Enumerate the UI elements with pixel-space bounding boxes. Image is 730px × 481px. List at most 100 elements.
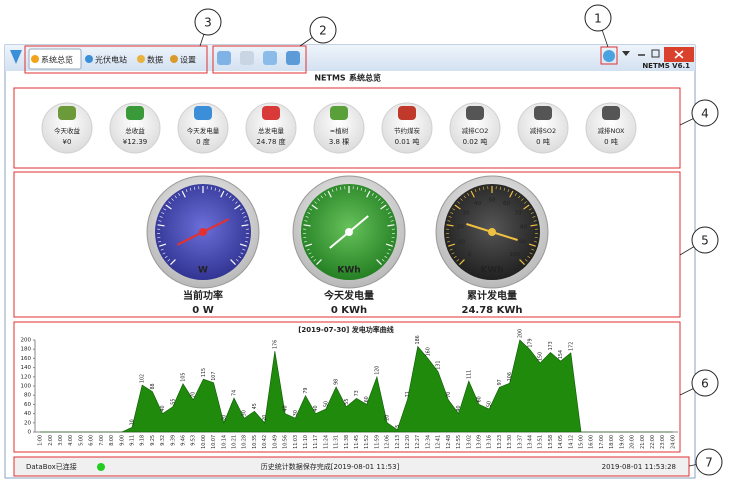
menu-button[interactable] — [622, 51, 630, 56]
stat-circle — [109, 102, 161, 154]
gauge-dial-label: 20 — [457, 224, 464, 230]
stat-circle — [313, 102, 365, 154]
value-label: 60 — [364, 396, 370, 402]
stat-icon — [330, 106, 348, 120]
gauge-tick — [356, 186, 358, 190]
gauge-tick — [303, 224, 311, 227]
gauge-tick — [170, 259, 176, 265]
stat-icon — [602, 106, 620, 120]
gauge-tick — [456, 259, 460, 262]
gauge-tick — [507, 189, 510, 193]
y-tick-label: 20 — [24, 420, 31, 426]
app-icon — [10, 50, 22, 64]
x-tick-label: 12:13 — [395, 435, 401, 449]
gauge-unit: KWh — [480, 266, 503, 276]
annotation-number: 7 — [705, 456, 713, 470]
y-tick-label: 200 — [21, 338, 32, 344]
stat-circle — [381, 102, 433, 154]
gauge-tick — [528, 243, 536, 247]
x-tick-label: 13:16 — [487, 435, 493, 449]
annotation-number: 5 — [701, 234, 709, 248]
tool-button[interactable] — [286, 51, 300, 65]
gauge-tick — [467, 193, 470, 196]
value-label: 71 — [405, 391, 411, 397]
stat-value: 0.01 吨 — [395, 137, 420, 146]
value-label: 98 — [334, 379, 340, 385]
gauge-tick — [375, 195, 378, 199]
x-tick-label: 13:02 — [466, 435, 472, 449]
stat-value: 0 吨 — [536, 137, 550, 146]
gauge-tick — [459, 259, 465, 265]
tool-button[interactable] — [217, 51, 231, 65]
gauge-tick — [210, 186, 212, 190]
tab[interactable] — [28, 48, 82, 70]
gauge-tick — [366, 190, 371, 198]
page-title: 系统总览 — [349, 73, 381, 83]
gauge-tick — [531, 248, 535, 251]
tool-button[interactable] — [240, 51, 254, 65]
stat-icon — [58, 106, 76, 120]
gauge-tick — [474, 189, 477, 193]
stat-label: 今天发电量 — [187, 126, 220, 135]
value-label: 70 — [446, 392, 452, 398]
x-tick-label: 14:12 — [568, 435, 574, 449]
gauge-tick — [463, 195, 466, 199]
value-label: 102 — [140, 374, 146, 383]
gauge-tick — [388, 248, 392, 251]
stat-circle — [449, 102, 501, 154]
value-label: 40 — [313, 405, 319, 411]
x-tick-label: 2:00 — [48, 435, 54, 446]
gauge-tick — [243, 216, 247, 218]
gauge-tick — [313, 259, 317, 262]
y-tick-label: 160 — [21, 356, 32, 362]
gauge-tick — [316, 259, 322, 265]
gauge-tick — [232, 198, 235, 201]
area — [40, 339, 673, 433]
stat-label: 节约煤炭 — [394, 126, 421, 135]
gauge-tick — [234, 204, 241, 210]
gauge-tick — [320, 195, 323, 199]
value-label: 73 — [354, 390, 360, 396]
gauge-tick — [376, 259, 382, 265]
annotation-number: 1 — [594, 12, 602, 26]
gauge-hub — [199, 228, 207, 236]
value-label: 60 — [476, 396, 482, 402]
x-tick-label: 6:00 — [89, 435, 95, 446]
chart-panel — [13, 321, 681, 453]
gauge-tick — [381, 201, 384, 204]
x-tick-label: 16:00 — [589, 435, 595, 449]
gauge-tick — [238, 255, 242, 259]
gauge-tick — [244, 220, 248, 222]
x-tick-label: 9:46 — [180, 435, 186, 446]
gauge-tick — [244, 241, 248, 243]
stat-icon — [534, 106, 552, 120]
maximize-button[interactable] — [651, 49, 660, 58]
tool-button[interactable] — [263, 51, 277, 65]
gauge-dial-label: 90 — [519, 239, 526, 245]
status-light — [97, 463, 105, 471]
gauge-tick — [448, 216, 452, 218]
gauge-tick — [371, 193, 374, 196]
x-tick-label: 7:00 — [99, 435, 105, 446]
x-tick-label: 10:00 — [201, 435, 207, 449]
value-label: 160 — [425, 347, 431, 356]
status-connection: DataBox已连接 — [26, 462, 77, 471]
x-tick-label: 12:27 — [415, 435, 421, 449]
tab-label: 设置 — [180, 55, 196, 65]
help-button[interactable] — [603, 50, 615, 62]
value-label: 120 — [374, 366, 380, 375]
gauge-tick — [178, 193, 181, 196]
gauge-tick — [327, 190, 332, 198]
x-tick-label: 11:31 — [334, 435, 340, 449]
value-label: 30 — [242, 410, 248, 416]
x-tick-label: 11:24 — [323, 435, 329, 449]
gauge-tick — [189, 187, 192, 191]
y-tick-label: 0 — [28, 430, 32, 436]
status-bar — [13, 456, 690, 477]
gauge-tick — [171, 198, 174, 201]
gauge-tick — [194, 186, 196, 190]
gauge-tick — [309, 208, 313, 211]
gauge-tick — [225, 193, 228, 196]
gauge-tick — [452, 208, 456, 211]
annotation-number: 6 — [701, 377, 709, 391]
